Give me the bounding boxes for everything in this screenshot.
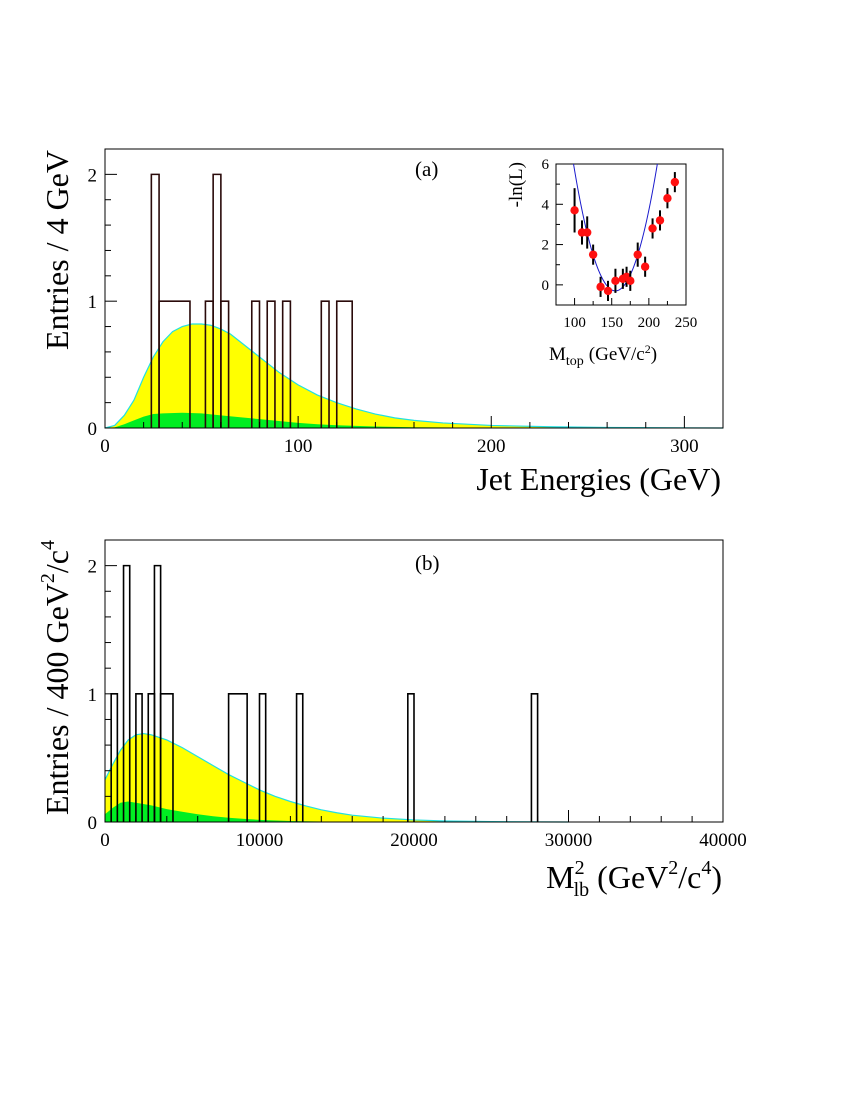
panel-a-data-histogram xyxy=(150,173,353,428)
histogram-bin-1 xyxy=(122,564,131,822)
histogram-bin-7 xyxy=(281,300,292,428)
inset-x-sub: top xyxy=(566,354,584,369)
panel-b-x-main: M xyxy=(546,859,574,895)
histogram-bin-7 xyxy=(258,693,267,822)
inset-x-tick-label: 150 xyxy=(600,315,623,331)
signal-plus-background-area xyxy=(105,733,569,822)
inset-frame xyxy=(555,163,687,306)
panel-b-y-sup1: 2 xyxy=(37,573,59,583)
panel-b-x-unit-sup1: 2 xyxy=(668,857,678,879)
panel-b-y-sup2: 4 xyxy=(37,540,59,550)
signal-plus-background-curve xyxy=(104,732,569,823)
inset-ticks: 100 150 200 250 0 2 4 6 xyxy=(542,157,698,331)
panel-a-label: (a) xyxy=(415,157,438,181)
inset-y-axis-title: -ln(L) xyxy=(506,162,527,207)
histogram-bin-6 xyxy=(266,300,276,428)
background-area xyxy=(105,801,414,822)
y-tick-label: 2 xyxy=(88,557,98,578)
histogram-bin-9 xyxy=(335,300,353,428)
x-tick-label: 40000 xyxy=(699,830,747,851)
panel-a-fills xyxy=(104,323,724,429)
x-tick-label: 10000 xyxy=(236,830,284,851)
y-tick-label: 1 xyxy=(88,292,98,313)
histogram-bin-8 xyxy=(320,300,330,428)
panel-b-x-sup: 2 xyxy=(575,857,585,879)
panel-b-x-sub: lb xyxy=(574,879,590,901)
inset-x-tick-label: 100 xyxy=(563,315,586,331)
x-tick-label: 20000 xyxy=(390,830,438,851)
y-tick-label: 1 xyxy=(88,685,98,706)
x-tick-label: 0 xyxy=(100,830,110,851)
inset-point-11 xyxy=(640,262,650,271)
panel-b-x-unit-close: ) xyxy=(711,859,722,895)
histogram-bin-8 xyxy=(295,693,304,822)
inset-point-15 xyxy=(670,177,680,187)
inset-x-axis-title: Mtop (GeV/c2) xyxy=(549,342,657,369)
inset-point-12 xyxy=(648,224,657,233)
inset-point-14 xyxy=(663,194,672,203)
panel-b-y-axis-title: Entries / 400 GeV2/c4 xyxy=(37,540,75,815)
panel-a-x-axis-title: Jet Energies (GeV) xyxy=(476,461,721,497)
y-tick-label: 0 xyxy=(88,419,98,440)
inset-x-unit-sup: 2 xyxy=(645,342,651,356)
panel-b-data-histogram xyxy=(110,564,539,822)
x-tick-label: 200 xyxy=(477,436,506,457)
inset-x-unit: (GeV/c xyxy=(589,344,645,365)
inset-y-tick-label: 2 xyxy=(542,238,550,254)
inset-point-10 xyxy=(633,250,642,259)
panel-a-y-axis-title: Entries / 4 GeV xyxy=(39,150,75,350)
inset-point-5 xyxy=(603,286,613,296)
panel-b-y-main: Entries / 400 GeV xyxy=(39,583,75,815)
histogram-bin-1 xyxy=(158,300,191,428)
inset-point-6 xyxy=(611,276,620,286)
inset-fit-curve xyxy=(573,164,658,292)
panel-b-ticks: 0 10000 20000 30000 40000 0 1 2 xyxy=(88,539,747,851)
inset-x-tick-label: 200 xyxy=(638,315,661,331)
y-tick-label: 0 xyxy=(88,813,98,834)
y-tick-label: 2 xyxy=(88,165,98,186)
panel-b-x-unit-open: (GeV xyxy=(597,859,668,895)
inset-y-tick-label: 0 xyxy=(542,278,550,294)
inset-point-2 xyxy=(583,228,592,237)
inset-y-tick-label: 6 xyxy=(542,157,550,173)
inset-y-tick-label: 4 xyxy=(542,197,550,213)
x-tick-label: 100 xyxy=(284,436,313,457)
inset-point-0 xyxy=(570,206,579,215)
x-tick-label: 30000 xyxy=(545,830,593,851)
panel-b-fills xyxy=(104,732,569,823)
panel-a-jet-energies: 0 100 200 300 0 1 2 (a) Jet Energies (GeV) Ent… xyxy=(39,148,724,497)
histogram-bin-6 xyxy=(227,693,248,822)
panel-b-y-mid: /c xyxy=(39,550,75,573)
inset-content xyxy=(570,164,680,301)
inset-point-13 xyxy=(655,216,665,225)
histogram-bin-5 xyxy=(159,693,174,822)
x-tick-label: 0 xyxy=(100,436,110,457)
histogram-bin-4 xyxy=(220,300,230,428)
inset-x-unit-end: ) xyxy=(651,344,657,365)
panel-b-x-unit-mid: /c xyxy=(678,859,701,895)
x-tick-label: 300 xyxy=(670,436,699,457)
signal-plus-background-area xyxy=(105,324,723,428)
histogram-bin-9 xyxy=(407,693,415,822)
panel-b-label: (b) xyxy=(415,551,440,575)
inset-point-3 xyxy=(588,250,598,259)
inset-x-tick-label: 250 xyxy=(675,315,698,331)
panel-b-x-unit-sup2: 4 xyxy=(701,857,711,879)
panel-b-x-axis-title: M2 lb (GeV2/c4) xyxy=(546,857,722,901)
inset-point-9 xyxy=(626,276,635,286)
panel-a-ticks: 0 100 200 300 0 1 2 xyxy=(88,148,724,457)
histogram-bin-10 xyxy=(530,693,539,822)
histogram-bin-5 xyxy=(250,300,261,428)
inset-x-main: M xyxy=(549,344,566,365)
inset-point-4 xyxy=(596,282,605,292)
histogram-bin-2 xyxy=(135,693,143,822)
